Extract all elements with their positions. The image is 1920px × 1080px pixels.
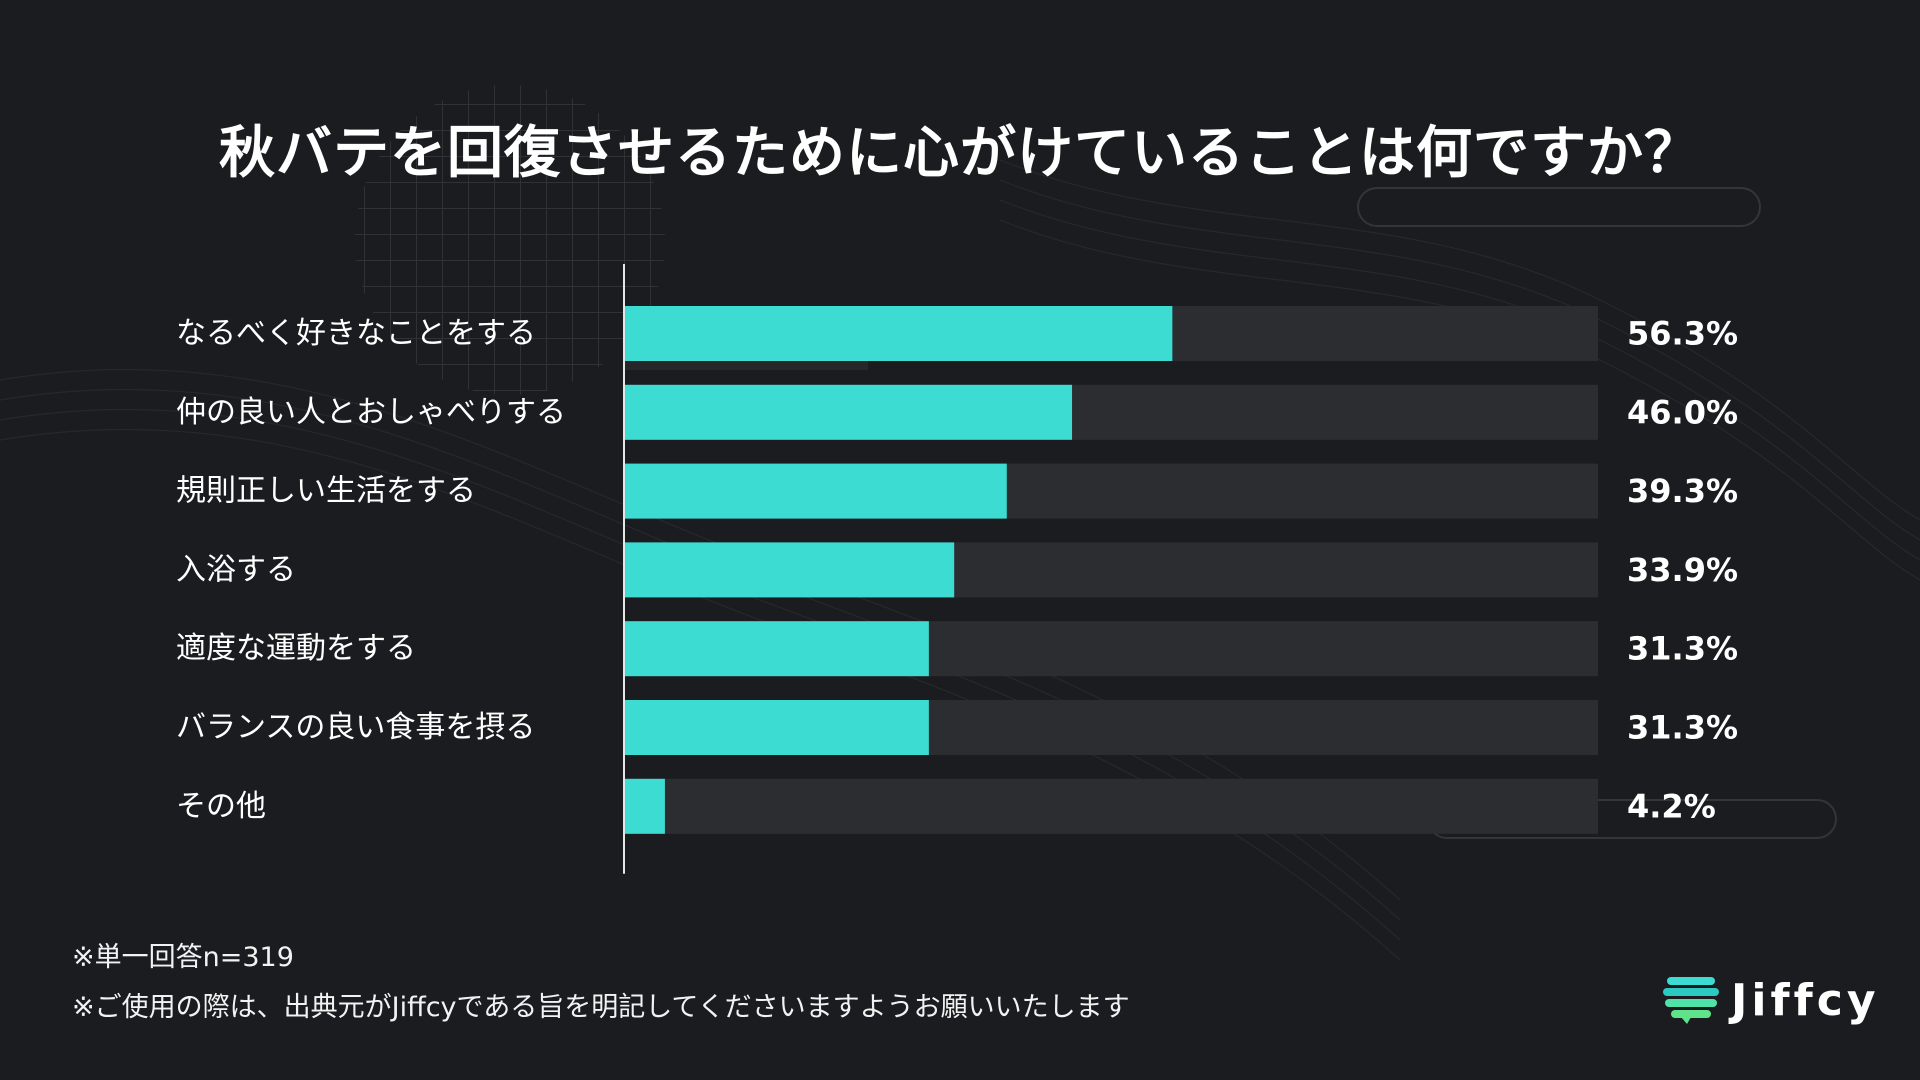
bar: [624, 621, 929, 677]
jiffcy-logo: Jiffcy: [1663, 974, 1880, 1026]
rounded-outline-decoration: [1357, 187, 1761, 227]
bar: [624, 463, 1007, 519]
value-label: 33.9%: [1627, 551, 1738, 589]
value-label: 31.3%: [1627, 630, 1738, 668]
value-label: 31.3%: [1627, 709, 1738, 747]
bar: [624, 700, 929, 755]
chart-title: 秋バテを回復させるために心がけていることは何ですか？: [219, 121, 1701, 186]
sample-size-note: ※単一回答n=319: [72, 942, 294, 973]
category-label: その他: [176, 789, 266, 824]
value-label: 39.3%: [1627, 472, 1738, 510]
category-label: 適度な運動をする: [176, 631, 416, 666]
category-label: なるべく好きなことをする: [176, 316, 536, 351]
category-label: 仲の良い人とおしゃべりする: [176, 395, 566, 430]
bar: [624, 778, 665, 834]
logo-text: Jiffcy: [1731, 974, 1880, 1026]
bar: [624, 384, 1073, 440]
usage-note: ※ご使用の際は、出典元がJiffcyである旨を明記してくださいますようお願いいた…: [72, 992, 1130, 1023]
chat-bubble-stack-icon: [1663, 977, 1719, 1024]
bar: [624, 306, 1173, 361]
category-label: 入浴する: [176, 552, 296, 587]
bar-track: [624, 778, 1598, 834]
bar: [624, 542, 955, 598]
value-label: 46.0%: [1627, 393, 1738, 431]
value-label: 4.2%: [1627, 787, 1716, 825]
category-label: 規則正しい生活をする: [176, 474, 476, 509]
category-label: バランスの良い食事を摂る: [176, 710, 535, 745]
grid-circle-decoration: [355, 85, 665, 395]
value-label: 56.3%: [1627, 315, 1738, 353]
